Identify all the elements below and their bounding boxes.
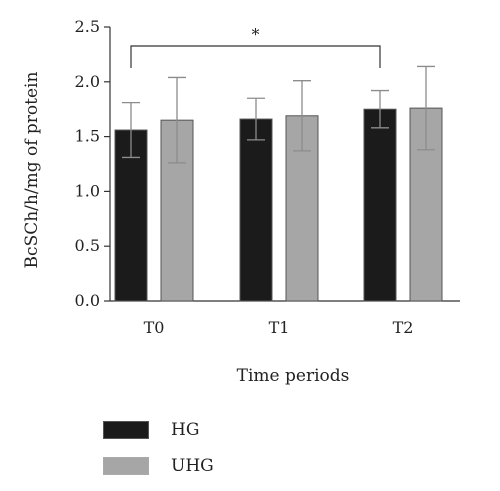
y-tick-label: 0.0 (75, 291, 100, 310)
legend-item-uhg: UHG (103, 448, 214, 484)
legend-swatch-uhg (103, 457, 149, 475)
y-tick-label: 0.5 (75, 236, 100, 255)
bar-chart: BcSCh/h/mg of protein Time periods 0.0 0.… (22, 17, 460, 386)
x-axis-label: Time periods (237, 366, 350, 386)
bar-hg-t2 (363, 108, 397, 302)
y-tick-label: 1.5 (75, 127, 100, 146)
legend-item-hg: HG (103, 412, 214, 448)
bar-hg-t1 (239, 118, 273, 302)
y-axis-label: BcSCh/h/mg of protein (22, 72, 42, 269)
y-tick-label: 2.0 (75, 72, 100, 91)
x-tick-label: T1 (269, 318, 290, 337)
legend-label-uhg: UHG (171, 456, 214, 476)
legend-label-hg: HG (171, 420, 200, 440)
legend: HG UHG (103, 412, 214, 484)
y-tick-label: 2.5 (75, 17, 100, 36)
y-tick-label: 1.0 (75, 181, 100, 200)
bar-hg-t0 (114, 129, 148, 302)
x-tick-label: T0 (144, 318, 165, 337)
significance-marker: * (252, 25, 260, 44)
legend-swatch-hg (103, 421, 149, 439)
significance-bracket (130, 45, 381, 68)
x-tick-label: T2 (393, 318, 414, 337)
